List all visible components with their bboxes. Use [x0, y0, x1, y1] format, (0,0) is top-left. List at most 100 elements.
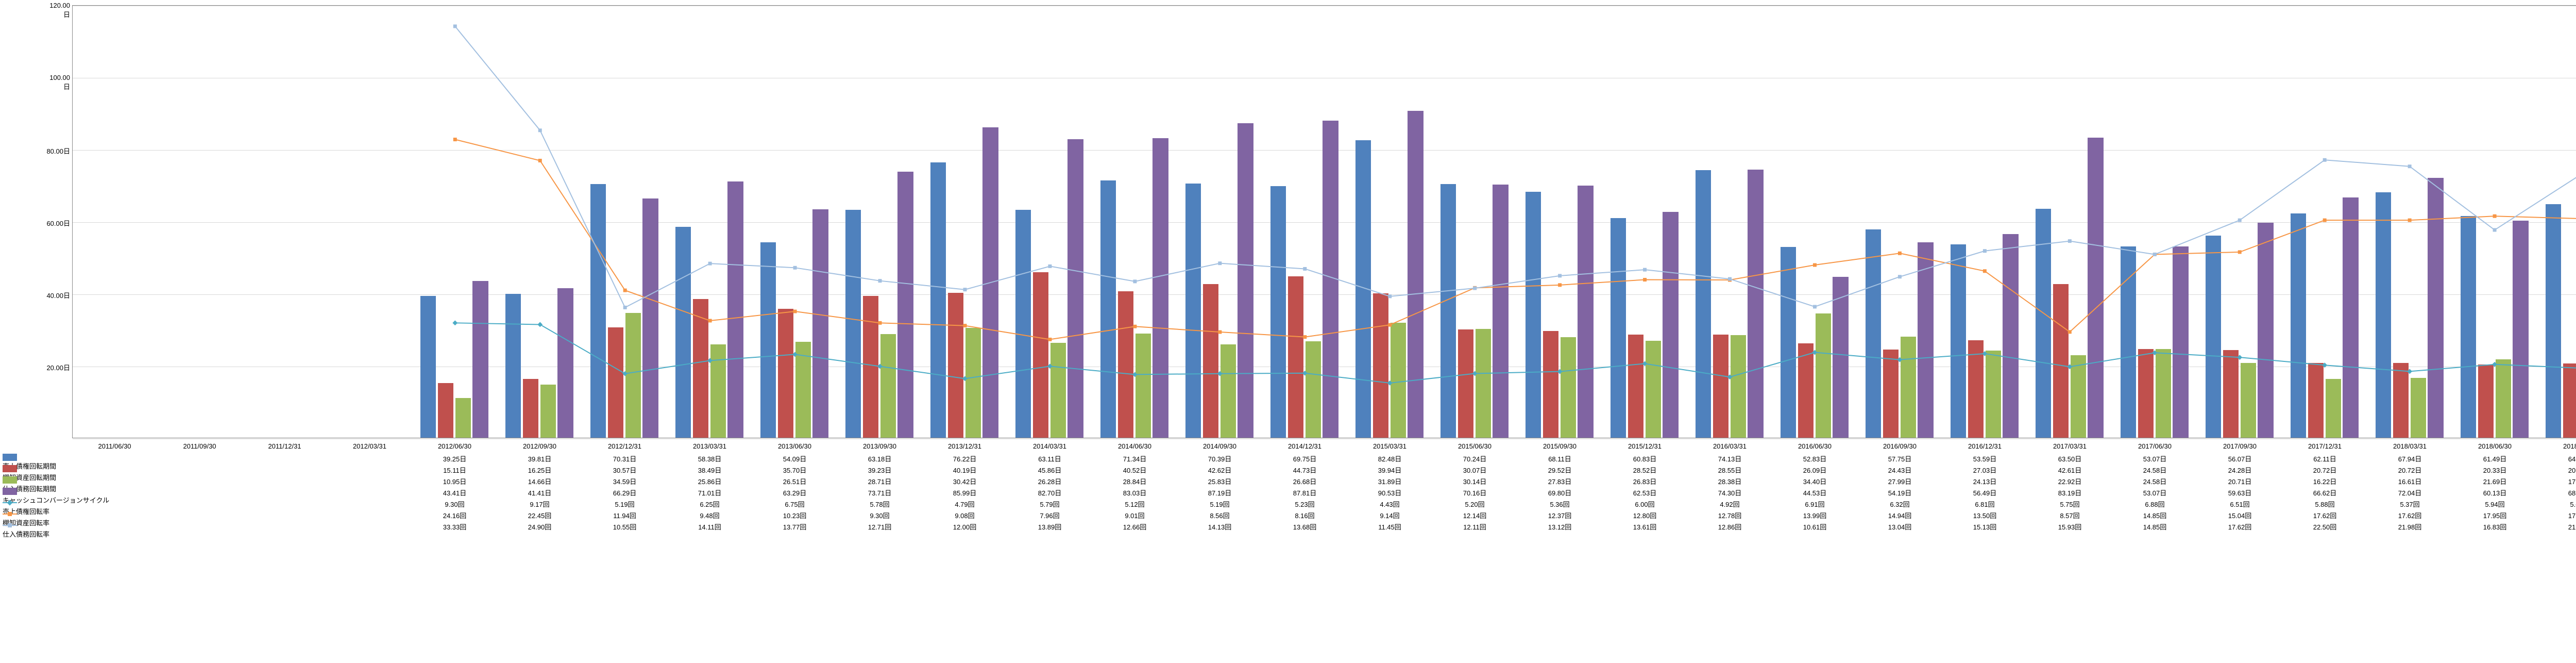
- table-cell: 62.11日: [2282, 454, 2367, 463]
- marker-inventory_turn: [793, 310, 797, 313]
- x-category: 2017/09/30: [2197, 442, 2282, 450]
- table-cell: 53.59日: [1942, 454, 2027, 463]
- marker-payable_turn: [1558, 274, 1562, 277]
- table-cell: 59.63日: [2197, 488, 2282, 498]
- x-category: 2018/03/31: [2367, 442, 2452, 450]
- table-cell: 16.83回: [2452, 522, 2537, 532]
- marker-sales_receivable_turn: [1302, 371, 1308, 376]
- table-cell: 24.28日: [2197, 465, 2282, 475]
- marker-inventory_turn: [453, 138, 457, 141]
- table-cell: 44.53日: [1772, 488, 1857, 498]
- table-cell: 5.37回: [2367, 499, 2452, 509]
- table-cell: 69.75日: [1262, 454, 1347, 463]
- table-cell: 26.68日: [1262, 476, 1347, 486]
- table-cell: 14.85回: [2112, 510, 2197, 520]
- marker-payable_turn: [1473, 287, 1477, 290]
- table-cell: 41.41日: [497, 488, 582, 498]
- table-cell: 8.16回: [1262, 510, 1347, 520]
- marker-sales_receivable_turn: [1812, 350, 1818, 355]
- marker-sales_receivable_turn: [1217, 371, 1223, 376]
- table-cell: 10.61回: [1772, 522, 1857, 532]
- marker-inventory_turn: [2238, 250, 2242, 254]
- table-cell: 13.50回: [1942, 510, 2027, 520]
- table-cell: 17.62回: [2197, 522, 2282, 532]
- marker-sales_receivable_turn: [2067, 364, 2072, 369]
- marker-sales_receivable_turn: [2322, 362, 2327, 368]
- marker-sales_receivable_turn: [1727, 374, 1733, 379]
- x-category: 2015/12/31: [1602, 442, 1687, 450]
- table-cell: 5.94回: [2452, 499, 2537, 509]
- table-cell: 72.04日: [2367, 488, 2452, 498]
- table-cell: 13.61回: [1602, 522, 1687, 532]
- table-cell: 62.53日: [1602, 488, 1687, 498]
- marker-payable_turn: [878, 279, 882, 283]
- table-cell: 30.14日: [1432, 476, 1517, 486]
- x-category: 2016/12/31: [1942, 442, 2027, 450]
- y-left-tick: 20.00日: [44, 362, 70, 372]
- table-cell: 4.43回: [1347, 499, 1432, 509]
- line-payable_turn: [455, 26, 2576, 307]
- table-cell: 71.01日: [667, 488, 752, 498]
- table-cell: 8.56回: [1177, 510, 1262, 520]
- table-cell: 26.83日: [1602, 476, 1687, 486]
- table-cell: 16.61日: [2367, 476, 2452, 486]
- table-cell: 5.36回: [1517, 499, 1602, 509]
- table-cell: 70.16日: [1432, 488, 1517, 498]
- x-category: 2018/09/30: [2537, 442, 2576, 450]
- x-category: 2012/09/30: [497, 442, 582, 450]
- table-cell: 63.18日: [837, 454, 922, 463]
- marker-payable_turn: [2238, 219, 2242, 222]
- chart-container: 20.00日40.00日60.00日80.00日100.00日120.00日 5…: [0, 0, 2576, 663]
- table-cell: 17.17日: [2537, 476, 2576, 486]
- table-cell: 38.49日: [667, 465, 752, 475]
- table-cell: 5.19回: [582, 499, 667, 509]
- marker-inventory_turn: [1133, 325, 1137, 328]
- table-cell: 24.90回: [497, 522, 582, 532]
- table-cell: 20.33日: [2452, 465, 2537, 475]
- table-cell: 25.83日: [1177, 476, 1262, 486]
- table-cell: 14.94回: [1857, 510, 1942, 520]
- table-cell: 83.19日: [2027, 488, 2112, 498]
- table-cell: 39.23日: [837, 465, 922, 475]
- x-category: 2017/12/31: [2282, 442, 2367, 450]
- table-cell: 14.11回: [667, 522, 752, 532]
- marker-sales_receivable_turn: [2492, 362, 2497, 367]
- table-cell: 30.07日: [1432, 465, 1517, 475]
- table-cell: 27.83日: [1517, 476, 1602, 486]
- table-cell: 12.37回: [1517, 510, 1602, 520]
- table-cell: 22.92日: [2027, 476, 2112, 486]
- table-cell: 14.13回: [1177, 522, 1262, 532]
- table-cell: 24.58日: [2112, 465, 2197, 475]
- marker-sales_receivable_turn: [2152, 350, 2157, 355]
- x-category: 2014/06/30: [1092, 442, 1177, 450]
- marker-inventory_turn: [1218, 330, 1222, 334]
- lines-layer: [73, 6, 2576, 438]
- table-cell: 70.39日: [1177, 454, 1262, 463]
- marker-payable_turn: [1303, 267, 1307, 271]
- table-cell: 20.71日: [2197, 476, 2282, 486]
- marker-inventory_turn: [538, 159, 542, 162]
- table-cell: 45.86日: [1007, 465, 1092, 475]
- table-cell: 28.84日: [1092, 476, 1177, 486]
- table-cell: 68.11日: [1517, 454, 1602, 463]
- marker-inventory_turn: [963, 324, 967, 327]
- x-category: 2018/06/30: [2452, 442, 2537, 450]
- marker-sales_receivable_turn: [1132, 372, 1138, 377]
- table-cell: 6.81回: [1942, 499, 2027, 509]
- marker-sales_receivable_turn: [707, 358, 713, 363]
- table-cell: 26.09日: [1772, 465, 1857, 475]
- marker-sales_receivable_turn: [1642, 361, 1648, 366]
- table-cell: 11.94回: [582, 510, 667, 520]
- table-cell: 26.28日: [1007, 476, 1092, 486]
- x-category: 2015/09/30: [1517, 442, 1602, 450]
- table-cell: 5.75回: [2027, 499, 2112, 509]
- table-cell: 21.98回: [2367, 522, 2452, 532]
- table-cell: 6.00回: [1602, 499, 1687, 509]
- table-cell: 63.50日: [2027, 454, 2112, 463]
- table-cell: 73.71日: [837, 488, 922, 498]
- table-cell: 5.19回: [1177, 499, 1262, 509]
- table-cell: 66.62日: [2282, 488, 2367, 498]
- table-cell: 22.45回: [497, 510, 582, 520]
- table-cell: 87.19日: [1177, 488, 1262, 498]
- marker-sales_receivable_turn: [1047, 363, 1053, 369]
